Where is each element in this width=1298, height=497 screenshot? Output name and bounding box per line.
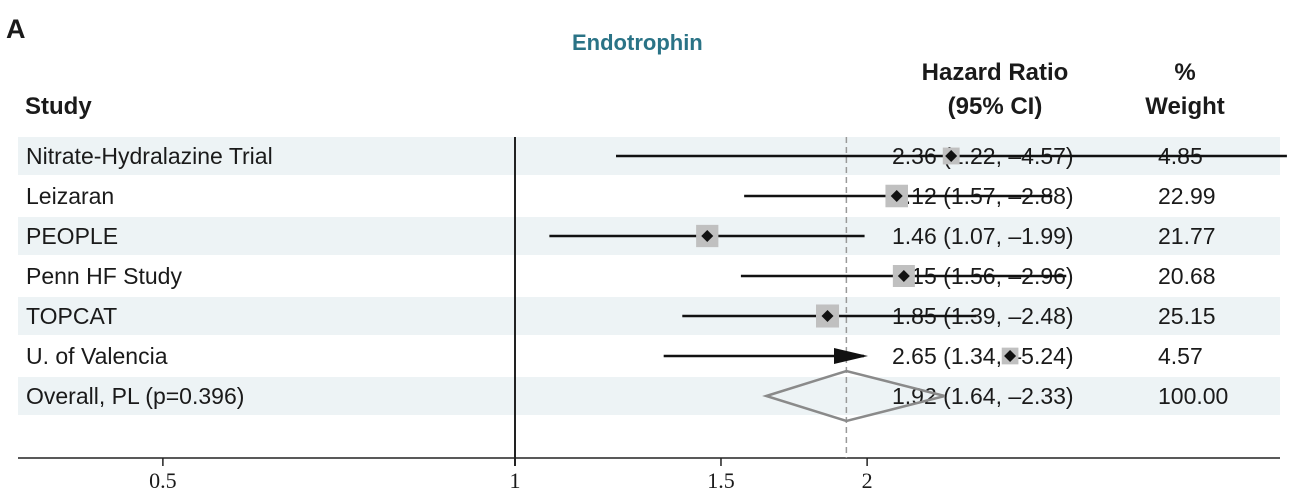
header-study: Study bbox=[25, 93, 92, 120]
panel-label: A bbox=[6, 14, 26, 44]
chart-title: Endotrophin bbox=[572, 30, 703, 55]
weight-value: 20.68 bbox=[1158, 263, 1216, 289]
header-hazard-ratio: Hazard Ratio (95% CI) bbox=[900, 56, 1090, 124]
study-name: Nitrate-Hydralazine Trial bbox=[26, 143, 273, 169]
table-row: U. of Valencia 2.65 (1.34, –5.24) 4.57 bbox=[18, 337, 1280, 375]
table-row: Nitrate-Hydralazine Trial 2.36 (1.22, –4.… bbox=[18, 137, 1280, 175]
header-hr-line2: (95% CI) bbox=[947, 93, 1043, 120]
x-tick-label: 0.5 bbox=[149, 468, 177, 493]
point-estimate bbox=[890, 190, 903, 202]
header-weight-line2: Weight bbox=[1145, 93, 1225, 120]
x-tick-label: 1 bbox=[510, 468, 521, 493]
point-estimate bbox=[1004, 350, 1017, 362]
x-tick-label: 1.5 bbox=[707, 468, 735, 493]
weight-value: 4.57 bbox=[1158, 343, 1203, 369]
header-weight: % Weight bbox=[1130, 56, 1240, 124]
study-name: TOPCAT bbox=[26, 303, 118, 329]
hazard-ratio-text: 1.92 (1.64, –2.33) bbox=[892, 383, 1074, 409]
study-name: U. of Valencia bbox=[26, 343, 168, 369]
hazard-ratio-text: 2.65 (1.34, –5.24) bbox=[892, 343, 1074, 369]
header-weight-line1: % bbox=[1174, 59, 1196, 86]
table-row: TOPCAT 1.85 (1.39, –2.48) 25.15 bbox=[18, 297, 1280, 335]
hazard-ratio-text: 1.46 (1.07, –1.99) bbox=[892, 223, 1074, 249]
weight-value: 21.77 bbox=[1158, 223, 1216, 249]
point-estimate bbox=[897, 270, 910, 282]
point-estimate bbox=[701, 230, 714, 242]
x-tick-label: 2 bbox=[862, 468, 873, 493]
weight-value: 22.99 bbox=[1158, 183, 1216, 209]
ci-arrow bbox=[834, 348, 868, 364]
point-estimate bbox=[821, 310, 834, 322]
weight-value: 25.15 bbox=[1158, 303, 1216, 329]
study-name: Leizaran bbox=[26, 183, 115, 209]
study-name: Overall, PL (p=0.396) bbox=[26, 383, 245, 409]
point-estimate bbox=[945, 150, 958, 162]
table-row: Overall, PL (p=0.396) 1.92 (1.64, –2.33) 1… bbox=[18, 377, 1280, 415]
study-name: Penn HF Study bbox=[26, 263, 182, 289]
study-name: PEOPLE bbox=[26, 223, 119, 249]
weight-value: 100.00 bbox=[1158, 383, 1229, 409]
header-hr-line1: Hazard Ratio bbox=[921, 59, 1069, 86]
overall-diamond bbox=[762, 369, 946, 423]
